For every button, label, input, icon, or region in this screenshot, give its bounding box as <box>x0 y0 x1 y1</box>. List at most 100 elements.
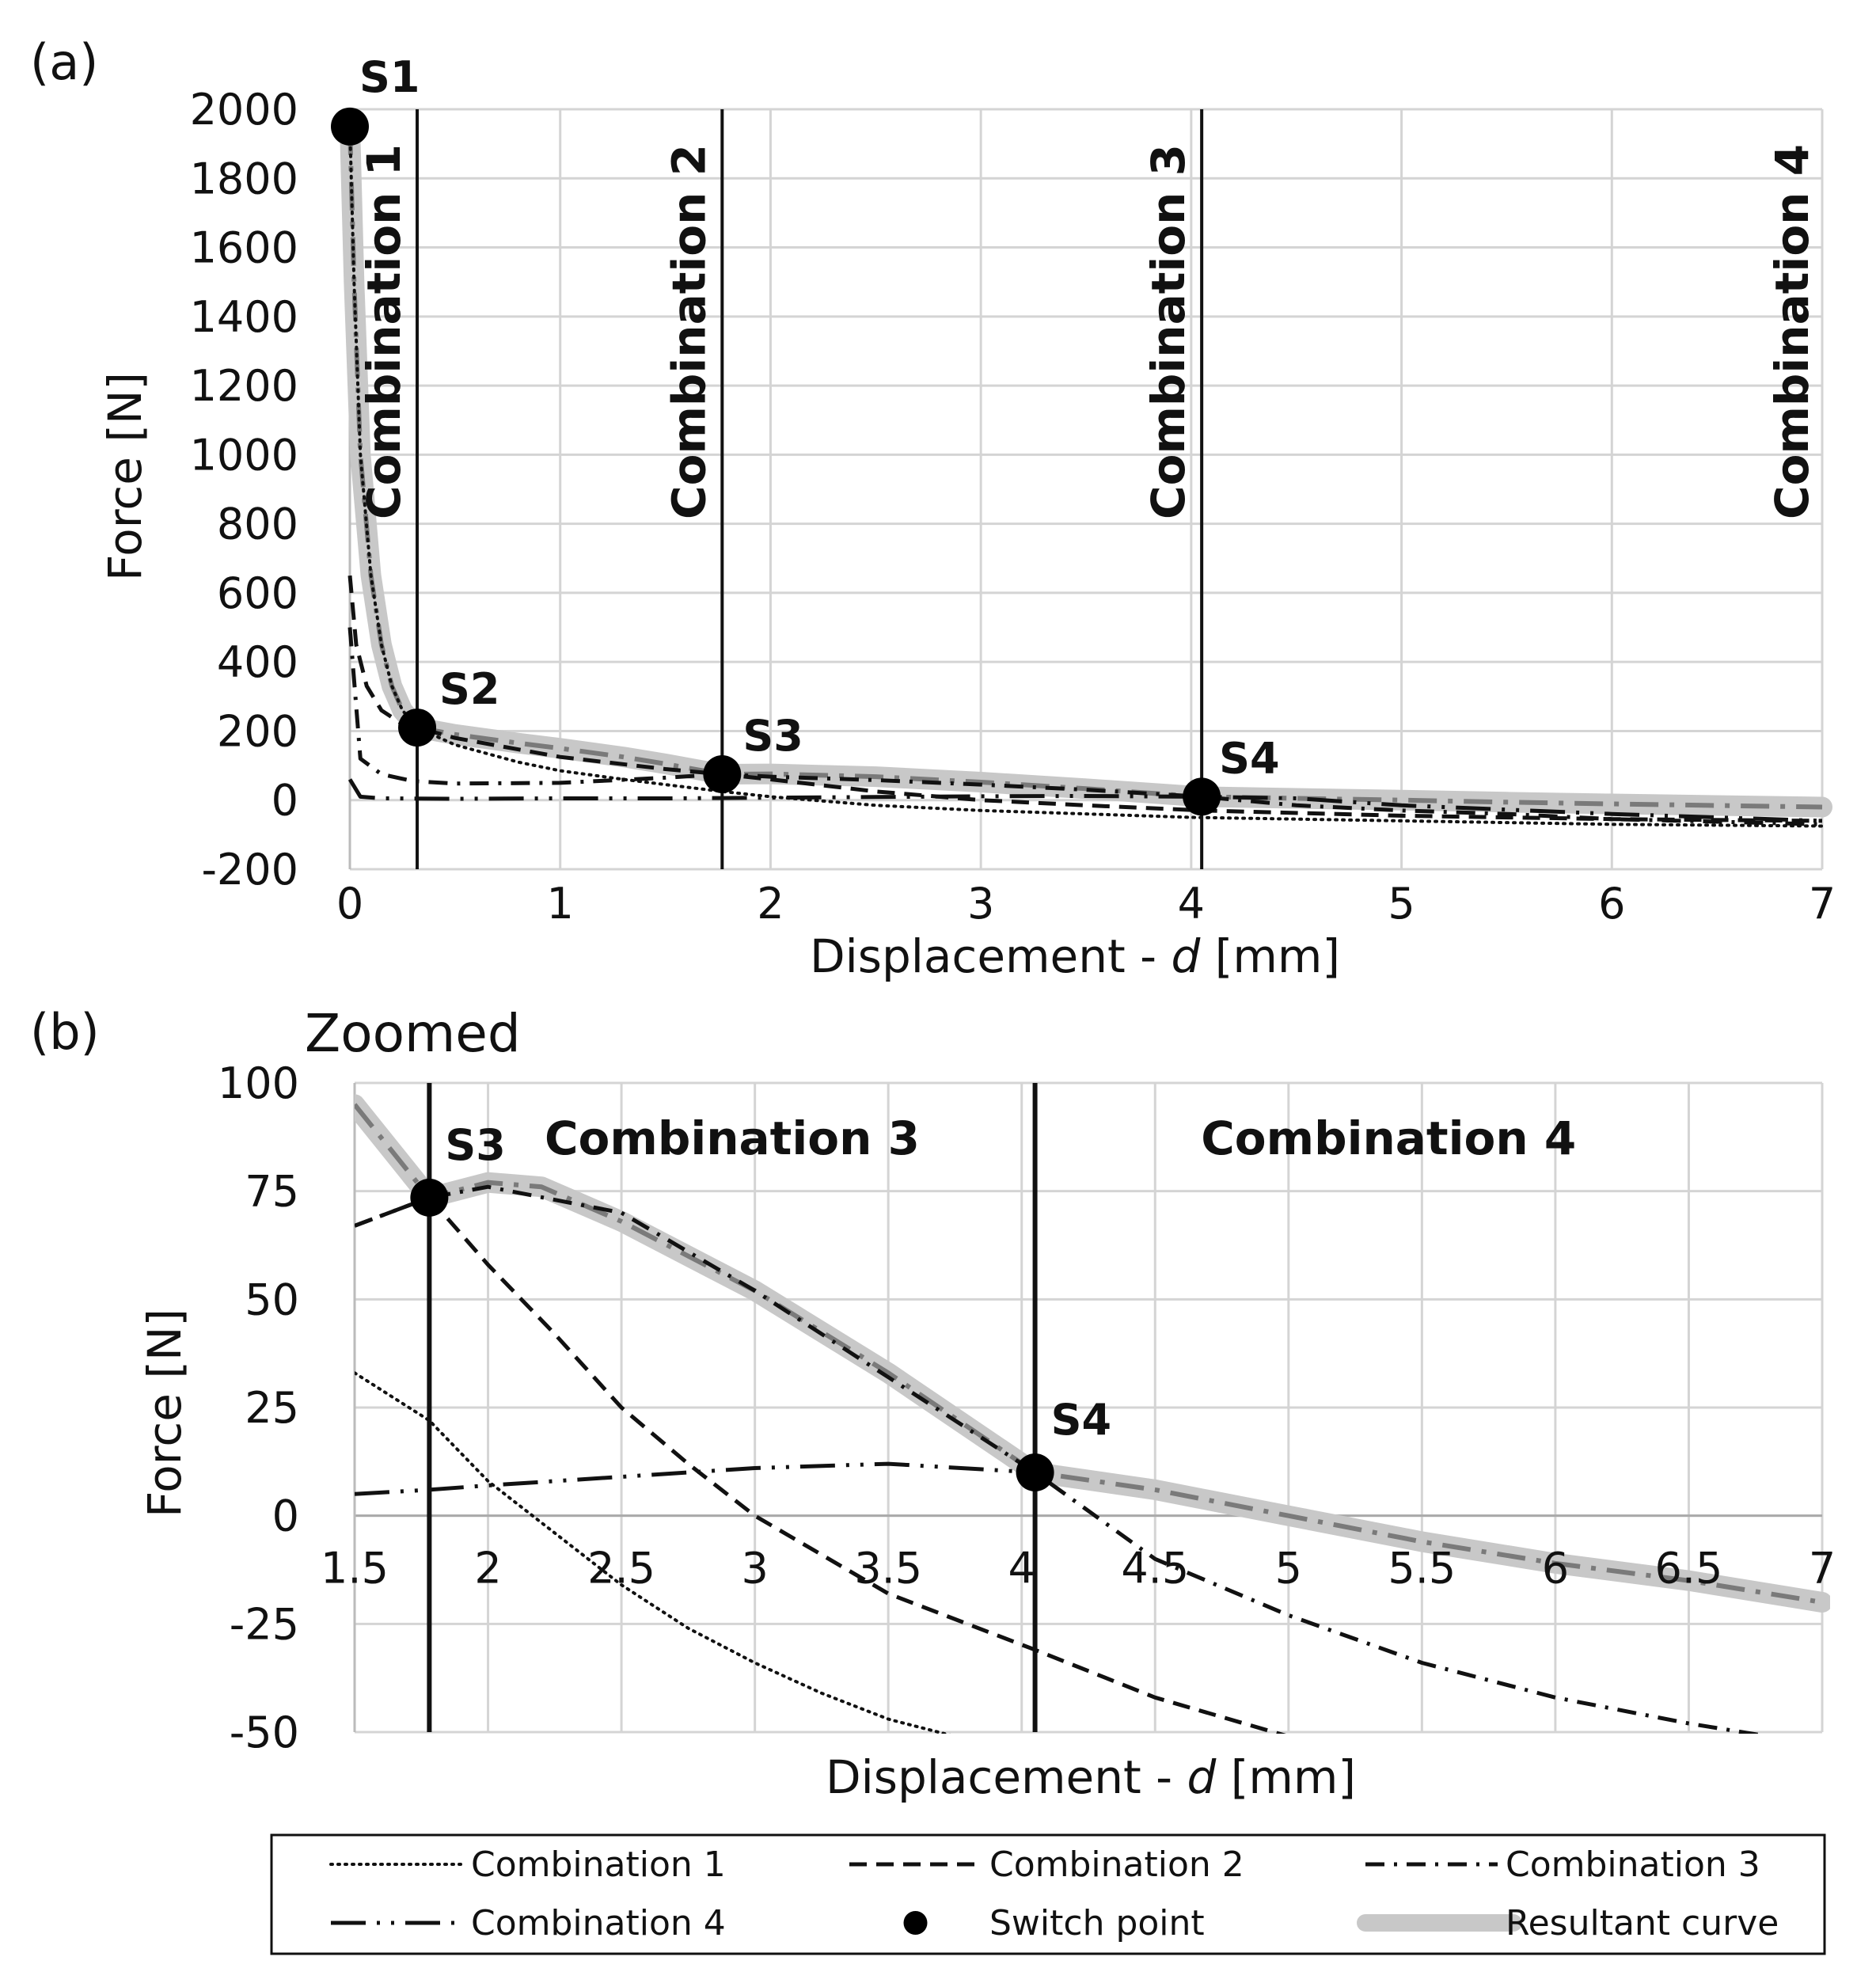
chart-a-region-label-combination-4: Combination 4 <box>1765 144 1819 519</box>
legend-item-resultant-curve: Resultant curve <box>1357 1903 1779 1943</box>
chart-a-series-resultant-curve-overlay <box>347 126 1823 810</box>
chart-b-region-label-combination-4: Combination 4 <box>1201 1111 1576 1165</box>
legend-items: Combination 1 Combination 2 Combination 3 C… <box>329 1845 1779 1943</box>
chart-b-switch-point-s4 <box>1016 1453 1054 1491</box>
chart-b-title: Zoomed <box>305 1003 521 1064</box>
chart-a-switch-point-s2 <box>398 709 437 747</box>
chart-a-y-ticks: -200 0 200 400 600 800 1000 1200 1400 1600 1800 200… <box>190 85 298 895</box>
legend-item-switch-point: Switch point <box>903 1903 1205 1943</box>
chart-b-switch-point-label-s3: S3 <box>445 1120 505 1170</box>
chart-b-series <box>355 1094 1830 1734</box>
chart-b-series-clip <box>355 1094 1830 1734</box>
chart-b-x-axis-label-var: d <box>1187 1750 1217 1804</box>
chart-a: (a) -200 0 200 400 600 800 1000 1200 1400 1600 180… <box>30 33 1836 983</box>
chart-a-series-combination-1 <box>348 124 1824 828</box>
chart-b-region-labels: Combination 3 Combination 4 <box>545 1111 1576 1165</box>
chart-a-y-axis-label: Force [N] <box>98 372 152 581</box>
chart-a-y-tick-label: 400 <box>217 637 298 687</box>
chart-b-x-tick-label: 4.5 <box>1121 1544 1189 1594</box>
chart-b-x-tick-label: 1.5 <box>321 1544 389 1594</box>
legend-label: Combination 1 <box>471 1845 726 1885</box>
chart-b-x-ticks: 1.5 2 2.5 3 3.5 4 4.5 5 5.5 6 6.5 7 <box>321 1544 1836 1594</box>
chart-a-switch-point-s1 <box>331 107 369 146</box>
chart-b-switch-point-label-s4: S4 <box>1051 1395 1111 1445</box>
legend-item-combination-2: Combination 2 <box>849 1845 1244 1885</box>
chart-a-y-tick-label: 600 <box>217 568 298 618</box>
chart-b-grid <box>353 1081 1824 1734</box>
chart-a-series-combination-2 <box>347 575 1823 823</box>
legend-label: Combination 3 <box>1506 1845 1760 1885</box>
chart-a-x-axis-label-var: d <box>1172 929 1202 983</box>
chart-b-region-label-combination-3: Combination 3 <box>545 1111 920 1165</box>
chart-b-y-tick-label: 50 <box>245 1275 299 1324</box>
chart-a-switch-point-label-s2: S2 <box>439 664 499 714</box>
chart-a-x-ticks: 0 1 2 3 4 5 6 7 <box>336 879 1836 929</box>
chart-a-x-tick-label: 7 <box>1809 879 1836 929</box>
chart-b-y-tick-label: 25 <box>245 1383 299 1433</box>
chart-a-switch-point-s3 <box>703 755 742 793</box>
chart-a-series-combination-3 <box>347 627 1823 826</box>
chart-a-y-tick-label: 1400 <box>190 292 298 342</box>
legend-label: Resultant curve <box>1506 1903 1779 1943</box>
chart-a-y-tick-label: 0 <box>272 776 298 826</box>
chart-b-switch-points: S3 S4 <box>410 1120 1111 1491</box>
legend-item-combination-4: Combination 4 <box>331 1903 726 1943</box>
chart-a-boundaries: Combination 1 Combination 2 Combination 3 C… <box>357 109 1819 869</box>
chart-b-y-tick-label: 75 <box>245 1167 299 1217</box>
chart-a-switch-point-s4 <box>1183 777 1221 816</box>
chart-b-x-tick-label: 3 <box>741 1544 768 1594</box>
chart-a-y-tick-label: -200 <box>201 845 298 895</box>
legend-label: Switch point <box>989 1903 1205 1943</box>
chart-a-switch-point-label-s4: S4 <box>1219 733 1279 783</box>
chart-a-region-label-combination-1: Combination 1 <box>357 144 411 519</box>
chart-a-x-tick-label: 1 <box>547 879 574 929</box>
panel-b-label: (b) <box>30 1003 100 1061</box>
chart-a-switch-point-label-s1: S1 <box>359 52 420 102</box>
chart-b-x-tick-label: 4 <box>1008 1544 1035 1594</box>
chart-a-x-tick-label: 2 <box>757 879 784 929</box>
chart-a-region-label-combination-3: Combination 3 <box>1141 144 1195 519</box>
chart-b-x-tick-label: 2 <box>474 1544 501 1594</box>
chart-a-region-label-combination-2: Combination 2 <box>662 144 716 519</box>
chart-b-x-tick-label: 6 <box>1542 1544 1569 1594</box>
chart-b-y-ticks: -50 -25 0 25 50 75 100 <box>218 1058 299 1757</box>
chart-b-series-resultant-curve <box>355 1094 1830 1613</box>
chart-b-y-axis-label: Force [N] <box>138 1309 192 1518</box>
chart-a-x-tick-label: 4 <box>1178 879 1205 929</box>
chart-b-x-tick-label: 6.5 <box>1655 1544 1723 1594</box>
chart-b-series-resultant-curve-overlay <box>355 1103 1823 1605</box>
chart-b-switch-point-s3 <box>410 1178 449 1217</box>
chart-a-series-combination-4 <box>347 778 1823 823</box>
chart-b-x-tick-label: 2.5 <box>587 1544 655 1594</box>
panel-a-label: (a) <box>30 33 98 91</box>
chart-b-x-axis-label-unit: [mm] <box>1216 1750 1356 1804</box>
legend-swatch-marker <box>903 1911 928 1935</box>
chart-b-y-tick-label: 100 <box>218 1058 299 1108</box>
legend-item-combination-3: Combination 3 <box>1365 1845 1760 1885</box>
chart-b-x-tick-label: 5.5 <box>1388 1544 1456 1594</box>
legend: Combination 1 Combination 2 Combination 3 C… <box>270 1833 1826 1955</box>
chart-b-x-tick-label: 5 <box>1275 1544 1302 1594</box>
chart-a-x-tick-label: 0 <box>336 879 363 929</box>
chart-a-y-tick-label: 1600 <box>190 223 298 273</box>
chart-a-y-tick-label: 1000 <box>190 430 298 480</box>
chart-b-y-tick-label: -25 <box>230 1599 299 1649</box>
chart-a-x-tick-label: 3 <box>967 879 994 929</box>
chart-a-x-axis-label: Displacement - d [mm] <box>810 929 1340 983</box>
chart-b-x-axis-label: Displacement - d [mm] <box>826 1750 1356 1804</box>
chart-a-series-resultant-curve <box>340 116 1832 818</box>
chart-b-y-tick-label: 0 <box>272 1491 299 1541</box>
chart-a-y-tick-label: 200 <box>217 706 298 756</box>
chart-a-y-tick-label: 1800 <box>190 154 298 203</box>
chart-a-switch-points: S1 S2 S3 S4 <box>331 52 1280 816</box>
chart-b-series-combination-2 <box>355 1195 1286 1734</box>
legend-box <box>270 1833 1826 1955</box>
chart-a-x-axis-label-text: Displacement - <box>810 929 1172 983</box>
chart-a-x-axis-label-unit: [mm] <box>1200 929 1340 983</box>
chart-a-y-tick-label: 1200 <box>190 361 298 411</box>
legend-label: Combination 4 <box>471 1903 726 1943</box>
chart-a-x-tick-label: 6 <box>1598 879 1625 929</box>
chart-a-y-tick-label: 800 <box>217 500 298 549</box>
